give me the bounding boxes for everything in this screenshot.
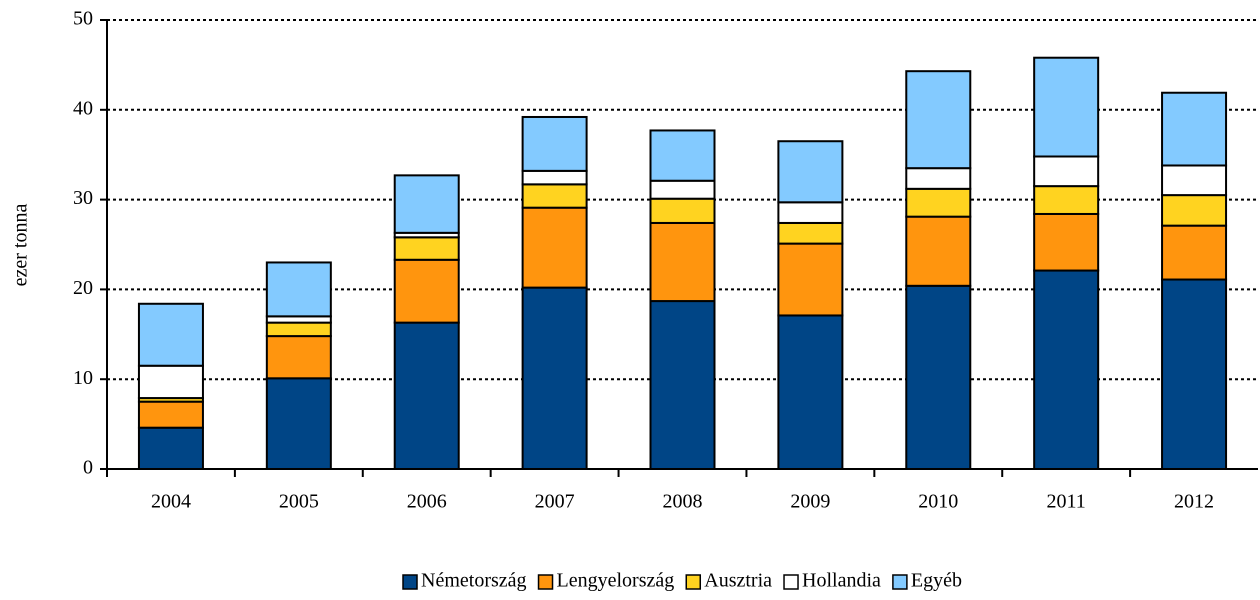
bar-segment: [137, 302, 204, 367]
bar-segment: [1033, 269, 1100, 470]
y-axis-label: ezer tonna: [10, 204, 32, 287]
bar-segment: [1161, 278, 1228, 470]
legend-swatch: [685, 574, 702, 590]
x-tick-label: 2007: [535, 491, 575, 513]
bar-segment: [1161, 224, 1228, 281]
x-tick-label: 2010: [918, 491, 958, 513]
bar-segment: [521, 169, 588, 186]
bar-segment: [393, 174, 460, 234]
legend-label: Hollandia: [802, 570, 881, 592]
bar-segment: [1033, 155, 1100, 188]
legend-swatch: [402, 574, 418, 590]
bar-segment: [649, 300, 716, 470]
bar-segment: [649, 179, 716, 200]
y-tick-label: 0: [83, 457, 93, 479]
bar-segment: [777, 314, 844, 470]
y-tick-label: 40: [73, 97, 93, 119]
bar-segment: [649, 129, 716, 182]
bar-segment: [1033, 212, 1100, 272]
bar-segment: [777, 242, 844, 317]
bar-segment: [393, 258, 460, 324]
bar-segment: [1161, 91, 1228, 167]
bar-segment: [1033, 56, 1100, 158]
bar-segment: [137, 400, 204, 429]
legend-swatch: [537, 574, 554, 590]
x-tick-label: 2012: [1174, 491, 1214, 513]
bar-segment: [905, 70, 972, 170]
bar-segment: [393, 236, 460, 261]
legend-label: Németország: [421, 570, 527, 592]
x-tick-label: 2008: [663, 491, 703, 513]
y-tick-label: 30: [73, 187, 93, 209]
x-tick-label: 2011: [1047, 491, 1086, 513]
bar-segment: [521, 115, 588, 172]
legend: Németország Lengyelország Ausztria Hollandi…: [402, 570, 962, 592]
bar-segment: [649, 221, 716, 303]
x-tick-label: 2006: [407, 491, 447, 513]
bar-segment: [1161, 194, 1228, 227]
y-tick-label: 20: [73, 277, 93, 299]
bar-segment: [1161, 164, 1228, 197]
legend-label: Egyéb: [911, 570, 962, 592]
legend-label: Lengyelország: [557, 570, 675, 592]
bar-segment: [905, 167, 972, 190]
x-tick-label: 2004: [151, 491, 191, 513]
bar-segment: [521, 286, 588, 470]
bar-segment: [265, 321, 332, 338]
bar-segment: [265, 377, 332, 470]
bar-segment: [521, 183, 588, 209]
y-tick-label: 50: [73, 8, 93, 30]
y-tick-label: 10: [73, 367, 93, 389]
bar-segment: [905, 284, 972, 471]
bar-segment: [905, 187, 972, 218]
legend-swatch: [783, 574, 799, 590]
x-tick-label: 2009: [790, 491, 830, 513]
bar-segment: [905, 215, 972, 287]
bar-segment: [137, 426, 204, 470]
bar-segment: [777, 201, 844, 224]
bar-segment: [649, 197, 716, 224]
bar-segment: [521, 206, 588, 289]
legend-label: Ausztria: [704, 570, 772, 592]
bar-segment: [777, 140, 844, 204]
bar-segment: [265, 261, 332, 318]
bar-segment: [265, 335, 332, 380]
legend-swatch: [892, 574, 908, 590]
bar-segment: [1033, 185, 1100, 215]
bar-segment: [777, 221, 844, 245]
x-tick-label: 2005: [279, 491, 319, 513]
bar-segment: [137, 364, 204, 400]
bar-segment: [393, 321, 460, 470]
